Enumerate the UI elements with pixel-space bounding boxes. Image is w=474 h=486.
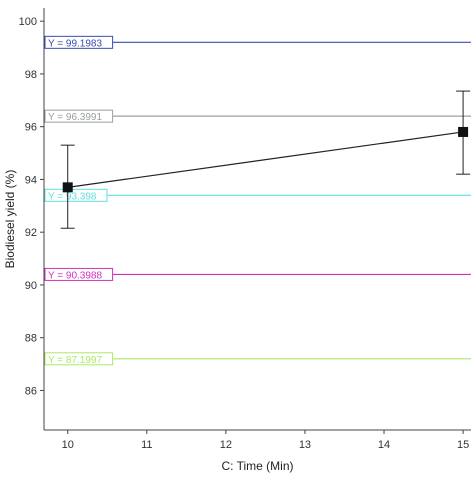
x-tick-label: 12 [220,439,232,451]
x-tick-label: 10 [62,439,74,451]
x-tick-label: 13 [299,439,311,451]
reference-label-box [44,188,108,202]
reference-label-box [44,109,114,123]
series-line [67,131,464,188]
x-tick-label: 15 [457,439,469,451]
y-tick-label: 100 [19,16,37,28]
y-tick-label: 88 [25,333,37,345]
y-axis-title: Biodiesel yield (%) [3,170,17,269]
reference-line-label: Y = 93.398 [48,191,97,202]
axes [43,8,471,431]
x-tick-label: 11 [141,439,152,451]
x-tick-label: 14 [378,439,390,451]
y-tick-label: 98 [25,69,37,81]
reference-label-box [44,267,114,281]
data-point [62,182,73,193]
series [60,90,471,229]
reference-lines: Y = 99.1983 Y = 96.3991 Y = 93.398 Y = 90.3… [44,35,471,366]
y-tick-label: 90 [25,280,37,292]
reference-line-label: Y = 96.3991 [48,112,102,123]
y-tick-label: 94 [25,174,37,186]
y-tick-label: 96 [25,122,37,134]
reference-line-label: Y = 90.3988 [48,270,102,281]
data-point [458,126,469,137]
x-axis-title: C: Time (Min) [222,459,294,473]
reference-line-label: Y = 87.1997 [48,355,102,366]
reference-label-box [44,352,114,366]
y-tick-label: 86 [25,385,37,397]
y-tick-label: 92 [25,227,37,239]
ticks: 86 88 90 92 94 96 98 100 10 11 12 13 14 15 [19,16,470,451]
reference-label-box [44,35,114,49]
reference-line-label: Y = 99.1983 [48,38,102,49]
